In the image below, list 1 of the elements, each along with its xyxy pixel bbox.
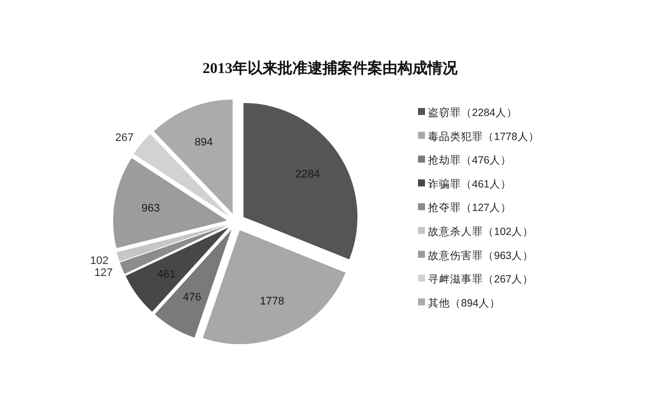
title: 2013年以来批准逮捕案件案由构成情况 bbox=[202, 61, 458, 77]
